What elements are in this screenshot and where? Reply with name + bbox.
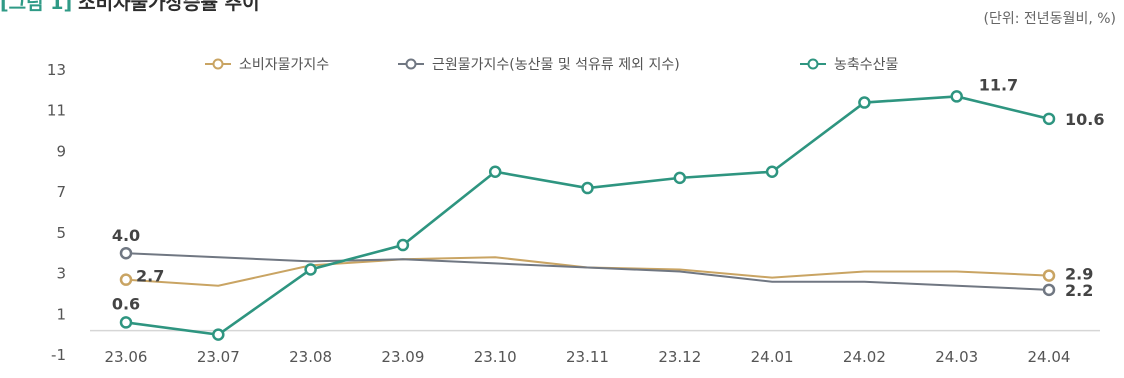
chart-title: [그림 1] 소비자물가상승률 추이 [0, 0, 260, 15]
x-tick-label: 24.02 [843, 348, 886, 366]
x-axis: 23.06 23.07 23.08 23.09 23.10 23.11 23.12 24.01… [90, 329, 1100, 366]
data-point [119, 316, 133, 329]
figure-label: [그림 1] [0, 0, 73, 14]
data-point [765, 165, 779, 179]
series-group [119, 90, 1056, 341]
x-tick-label: 23.10 [474, 348, 517, 366]
data-point [581, 181, 594, 195]
y-tick-label: 7 [56, 183, 66, 201]
data-label: 4.0 [112, 226, 140, 245]
y-tick-label: 11 [47, 102, 66, 120]
data-point [1042, 269, 1056, 282]
y-tick-label: 3 [56, 265, 66, 283]
x-tick-label: 23.11 [566, 348, 609, 366]
y-tick-label: 13 [47, 61, 66, 79]
data-point [1042, 283, 1056, 297]
data-point [212, 328, 225, 341]
data-point [1042, 112, 1056, 126]
data-label: 2.7 [136, 267, 164, 286]
data-labels: 2.7 2.9 4.0 2.2 0.6 11.7 10.6 [112, 75, 1105, 313]
series-line [125, 252, 1050, 291]
data-label: 10.6 [1065, 110, 1104, 129]
unit-note: (단위: 전년동월비, %) [983, 11, 1116, 27]
y-tick-label: 9 [56, 142, 66, 160]
data-label: 2.2 [1065, 281, 1093, 300]
data-point [396, 238, 410, 252]
x-tick-label: 23.07 [197, 348, 240, 366]
data-label: 2.9 [1065, 265, 1093, 284]
y-tick-label: 1 [56, 305, 66, 323]
legend-marker [405, 58, 417, 70]
data-label: 11.7 [979, 75, 1018, 94]
legend-marker [212, 58, 224, 70]
series-line [125, 256, 1050, 287]
x-tick-label: 24.04 [1028, 348, 1071, 366]
data-point [119, 273, 133, 286]
x-tick-label: 24.01 [751, 348, 794, 366]
data-label: 0.6 [112, 294, 140, 313]
x-tick-label: 23.12 [658, 348, 701, 366]
y-tick-label: 5 [56, 224, 66, 242]
data-point [673, 171, 687, 185]
data-point [858, 96, 871, 109]
y-tick-label: -1 [51, 346, 66, 364]
series-line [125, 95, 1050, 336]
chart-title-text: 소비자물가상승률 추이 [78, 0, 260, 14]
x-tick-label: 23.08 [289, 348, 332, 366]
data-point [304, 263, 317, 276]
data-point [488, 165, 502, 179]
legend-label: 근원물가지수(농산물 및 석유류 제외 지수) [432, 57, 680, 73]
legend: 소비자물가지수 근원물가지수(농산물 및 석유류 제외 지수) 농축수산물 [205, 57, 899, 73]
x-tick-label: 23.06 [105, 348, 148, 366]
legend-marker [807, 58, 819, 70]
x-tick-label: 23.09 [381, 348, 424, 366]
data-point [119, 246, 133, 260]
legend-label: 농축수산물 [834, 57, 899, 73]
x-tick-label: 24.03 [935, 348, 978, 366]
data-point [950, 90, 963, 103]
legend-label: 소비자물가지수 [239, 57, 329, 73]
